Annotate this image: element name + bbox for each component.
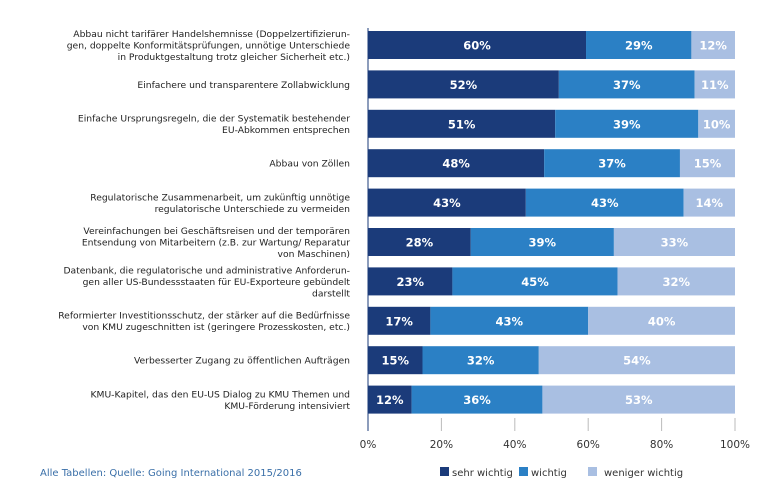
data-label: 52% (450, 78, 478, 92)
data-label: 36% (463, 393, 491, 407)
bar-segment (368, 346, 423, 375)
bar-segment (411, 385, 543, 414)
bar-segment (588, 306, 735, 335)
data-label: 45% (521, 275, 549, 289)
data-label: 10% (703, 117, 731, 131)
data-label: 28% (406, 236, 434, 250)
bar-segment (542, 385, 735, 414)
legend-label: weniger wichtig (604, 468, 683, 479)
category-label: Einfache Ursprungsregeln, die der System… (78, 114, 350, 125)
bar-segment (538, 346, 735, 375)
data-label: 17% (385, 314, 413, 328)
category-label: KMU-Förderung intensiviert (224, 401, 350, 412)
data-label: 37% (613, 78, 641, 92)
category-label: gen, doppelte Konformitätsprüfungen, unn… (67, 41, 351, 52)
data-label: 23% (396, 275, 424, 289)
bar-segment (430, 306, 589, 335)
bar-segment (586, 31, 692, 59)
x-tick-label: 100% (720, 439, 750, 451)
legend-swatch (519, 467, 528, 476)
data-label: 37% (598, 157, 626, 171)
data-label: 51% (448, 117, 476, 131)
legend-label: wichtig (531, 468, 567, 479)
x-tick-label: 40% (503, 439, 526, 451)
data-label: 14% (696, 196, 724, 210)
category-label: darstellt (312, 289, 350, 300)
data-label: 60% (463, 39, 491, 53)
data-label: 40% (648, 314, 676, 328)
bar-segment (698, 109, 735, 138)
category-label: EU-Abkommen entsprechen (222, 125, 350, 136)
category-label: Entsendung von Mitarbeitern (z.B. zur Wa… (82, 238, 350, 249)
bar-segment (368, 267, 453, 296)
data-label: 43% (433, 196, 461, 210)
legend-swatch (588, 467, 597, 476)
source-note: Alle Tabellen: Quelle: Going Internation… (40, 468, 302, 479)
bar-segment (422, 346, 539, 375)
category-label: Vereinfachungen bei Geschäftsreisen und … (83, 226, 350, 237)
data-label: 15% (694, 157, 722, 171)
category-label: Abbau von Zöllen (269, 159, 350, 170)
bar-segment (368, 149, 545, 178)
bar-segment (613, 228, 735, 256)
category-label: Verbesserter Zugang zu öffentlichen Auft… (134, 356, 350, 367)
data-label: 43% (496, 314, 524, 328)
data-label: 39% (613, 117, 641, 131)
category-label: KMU-Kapitel, das den EU-US Dialog zu KMU… (91, 389, 351, 400)
bar-segment (691, 31, 735, 59)
bar-segment (368, 385, 412, 414)
legend-swatch (440, 467, 449, 476)
bar-segment (470, 228, 614, 256)
data-label: 53% (625, 393, 653, 407)
data-label: 12% (699, 39, 727, 53)
bar-segment (694, 70, 735, 99)
category-label: Reformierter Investitionsschutz, der stä… (58, 311, 350, 322)
bar-segment (555, 109, 699, 138)
category-label: Datenbank, die regulatorische und admini… (63, 265, 350, 276)
data-label: 43% (591, 196, 619, 210)
data-label: 48% (442, 157, 470, 171)
data-label: 32% (663, 275, 691, 289)
category-label: regulatorische Unterschiede zu vermeiden (155, 204, 351, 215)
category-label: Abbau nicht tarifärer Handelshemnisse (D… (73, 29, 350, 40)
data-label: 12% (376, 393, 404, 407)
category-label: in Produktgestaltung trotz gleicher Sich… (118, 52, 350, 63)
bar-segment (368, 306, 431, 335)
bar-segment (683, 188, 735, 217)
x-tick-label: 80% (650, 439, 673, 451)
x-tick-label: 20% (430, 439, 453, 451)
data-label: 15% (381, 354, 409, 368)
category-label: von KMU zugeschnitten ist (geringere Pro… (82, 322, 350, 333)
bar-segment (368, 31, 587, 59)
bar-segment (452, 267, 618, 296)
data-label: 54% (623, 354, 651, 368)
bar-segment (617, 267, 735, 296)
category-label: von Maschinen) (278, 249, 350, 260)
bar-segment (544, 149, 680, 178)
bar-segment (368, 188, 526, 217)
bar-segment (525, 188, 684, 217)
bar-segment (368, 109, 556, 138)
x-tick-label: 0% (360, 439, 377, 451)
bar-segment (368, 70, 559, 99)
category-label: gen aller US-Bundessstaaten für EU-Expor… (83, 277, 351, 288)
bar-segment (558, 70, 695, 99)
category-label: Einfachere und transparentere Zollabwick… (137, 80, 350, 91)
bar-segment (679, 149, 735, 178)
data-label: 29% (625, 39, 653, 53)
data-label: 39% (529, 236, 557, 250)
x-tick-label: 60% (577, 439, 600, 451)
data-label: 11% (701, 78, 729, 92)
legend-label: sehr wichtig (452, 468, 513, 479)
data-label: 33% (661, 236, 689, 250)
data-label: 32% (467, 354, 495, 368)
bar-segment (368, 228, 471, 256)
category-label: Regulatorische Zusammenarbeit, um zukünf… (90, 192, 350, 203)
